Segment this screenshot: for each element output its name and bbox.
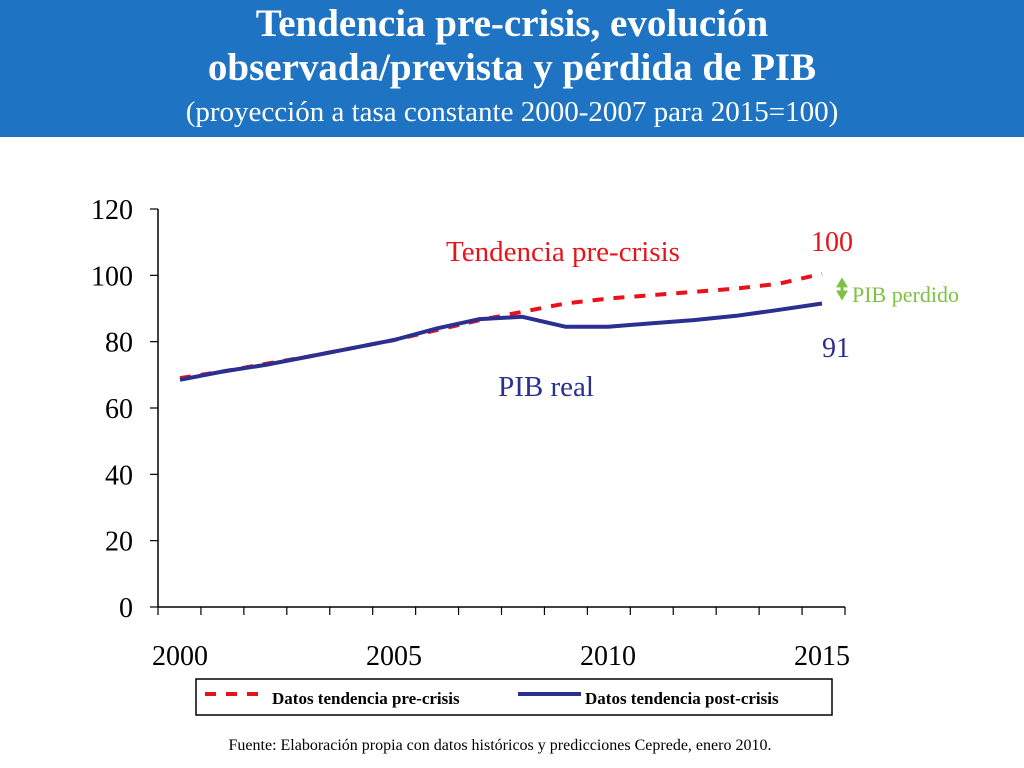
page-subtitle: (proyección a tasa constante 2000-2007 p… [185,96,839,128]
y-tick-label: 20 [105,527,133,558]
x-tick-label: 2000 [152,641,208,672]
gap-arrow-up-head [836,277,848,288]
title-banner: Tendencia pre-crisis, evolución observad… [0,0,1024,137]
annotation-end-value-pre: 100 [811,227,853,258]
page-title-line2: observada/prevista y pérdida de PIB [207,46,817,89]
y-tick-label: 100 [91,261,133,292]
x-tick-label: 2015 [794,641,850,672]
y-tick-label: 80 [105,328,133,359]
y-tick-label: 0 [119,593,133,624]
y-tick-label: 60 [105,394,133,425]
annotation-pre-crisis: Tendencia pre-crisis [446,236,680,268]
legend-box [195,678,833,716]
x-tick-label: 2005 [366,641,422,672]
annotation-end-value-post: 91 [822,333,850,364]
chart-series [179,271,823,382]
source-note: Fuente: Elaboración propia con datos his… [228,737,772,754]
legend-pre-crisis-label: Datos tendencia pre-crisis [272,689,460,708]
x-tick-label: 2010 [580,641,636,672]
legend-post-crisis-label: Datos tendencia post-crisis [585,689,779,708]
y-tick-label: 120 [91,195,133,226]
chart-annotations: Tendencia pre-crisis PIB real 100 91 PIB per… [446,227,959,403]
chart-legend: Datos tendencia pre-crisis Datos tendenci… [195,678,833,716]
page-title-line1: Tendencia pre-crisis, evolución [255,2,769,45]
annotation-real-gdp: PIB real [498,371,594,403]
y-tick-label: 40 [105,460,133,491]
series-post-crisis-line [179,301,823,382]
chart-axes: 0 20 40 60 80 100 120 2000 2005 2010 2015 [91,195,850,672]
annotation-gdp-lost: PIB perdido [852,282,959,307]
gap-arrow-down-head [836,290,848,301]
